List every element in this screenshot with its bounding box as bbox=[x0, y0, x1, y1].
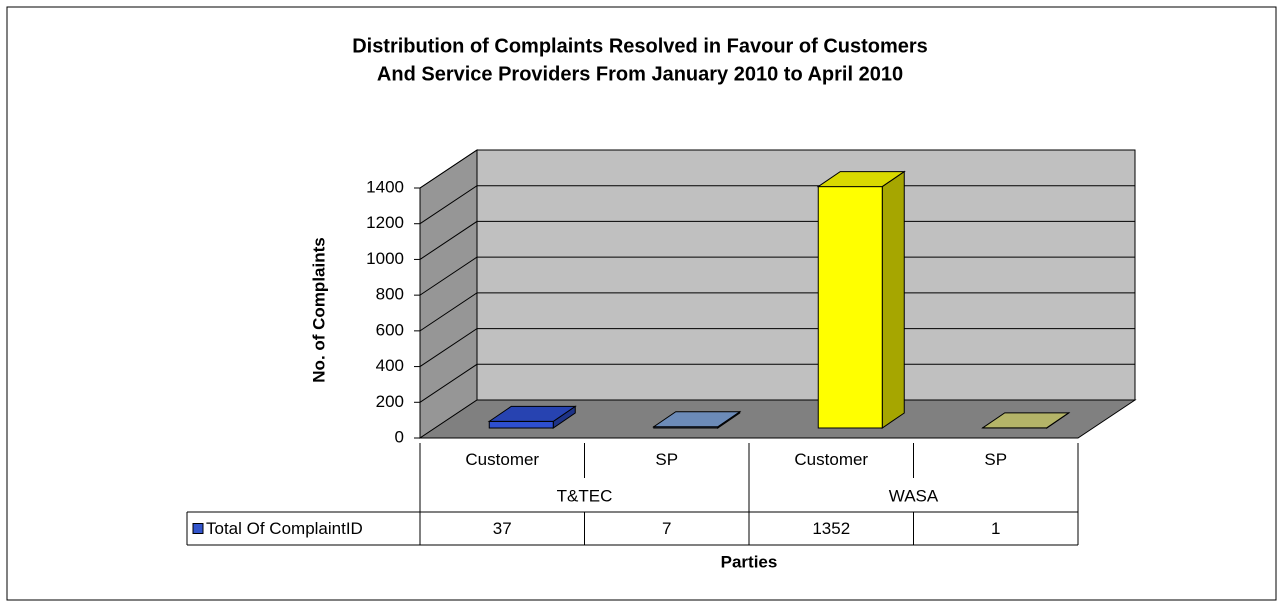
floor bbox=[418, 399, 1137, 439]
bar-top bbox=[652, 411, 742, 428]
y-tick-label: 800 bbox=[376, 285, 404, 304]
bar-top bbox=[816, 171, 906, 188]
bar-side bbox=[881, 170, 905, 429]
table-value: 37 bbox=[493, 519, 512, 538]
x-tick-label: SP bbox=[655, 450, 678, 469]
y-tick-label: 1200 bbox=[366, 213, 404, 232]
y-tick-label: 1000 bbox=[366, 249, 404, 268]
y-tick-label: 400 bbox=[376, 356, 404, 375]
x-axis-label: Parties bbox=[721, 552, 778, 571]
table-value: 1352 bbox=[812, 519, 850, 538]
x-tick-label: SP bbox=[984, 450, 1007, 469]
grid-line bbox=[419, 185, 1135, 225]
y-tick-label: 200 bbox=[376, 392, 404, 411]
grid-line bbox=[419, 220, 1135, 260]
grid-line bbox=[419, 363, 1135, 403]
side-wall bbox=[419, 149, 478, 439]
bar-top bbox=[487, 405, 577, 422]
y-tick-label: 600 bbox=[376, 320, 404, 339]
x-tick-label: Customer bbox=[465, 450, 539, 469]
grid-line bbox=[419, 256, 1135, 296]
legend-key bbox=[192, 523, 204, 534]
x-tick-label: Customer bbox=[794, 450, 868, 469]
bar bbox=[817, 186, 883, 429]
table-value: 1 bbox=[991, 519, 1000, 538]
bar-top bbox=[981, 412, 1071, 429]
chart-title: Distribution of Complaints Resolved in F… bbox=[352, 35, 928, 57]
y-tick-label: 0 bbox=[395, 427, 404, 446]
y-axis-label: No. of Complaints bbox=[309, 237, 328, 382]
back-wall bbox=[476, 149, 1136, 401]
table-value: 7 bbox=[662, 519, 671, 538]
bar bbox=[488, 420, 554, 429]
legend-label: Total Of ComplaintID bbox=[206, 519, 363, 538]
grid-line bbox=[419, 328, 1135, 367]
group-label: WASA bbox=[889, 486, 939, 505]
grid-line bbox=[419, 149, 1135, 189]
chart-subtitle: And Service Providers From January 2010 … bbox=[377, 63, 903, 85]
group-label: T&TEC bbox=[557, 486, 613, 505]
y-tick-label: 1400 bbox=[366, 177, 404, 196]
grid-line bbox=[419, 292, 1135, 332]
